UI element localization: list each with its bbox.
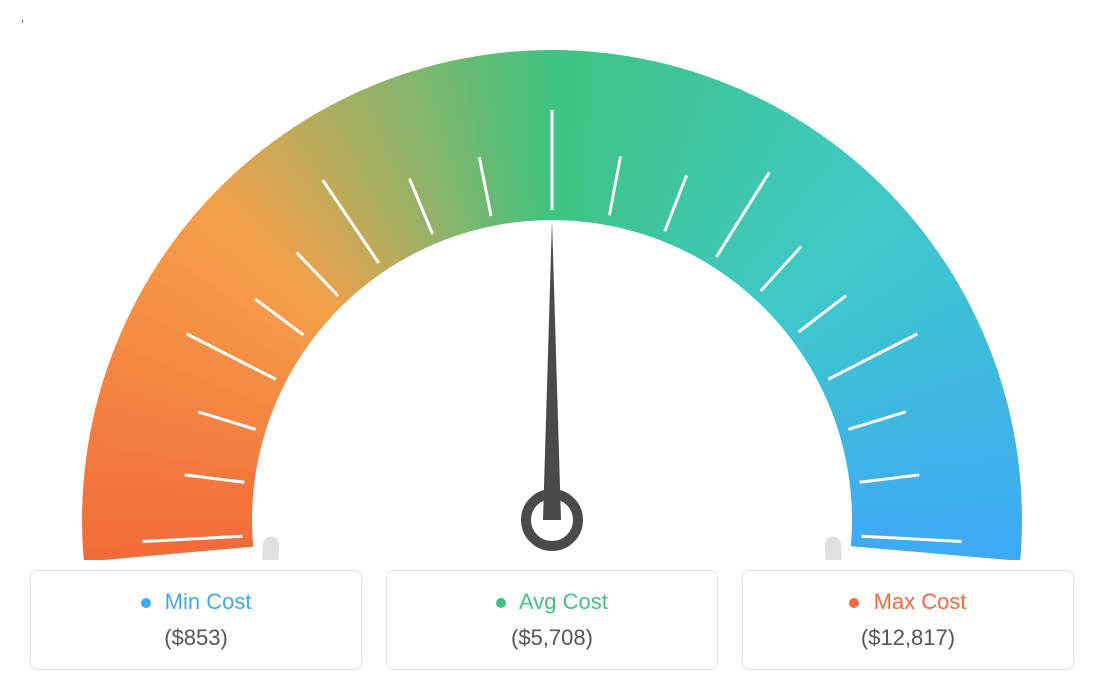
gauge-tick-label: $12,817 — [22, 20, 62, 25]
legend-value-min: ($853) — [31, 625, 361, 651]
legend-label-max-text: Max Cost — [874, 589, 967, 614]
legend-label-min-text: Min Cost — [165, 589, 252, 614]
legend-value-max: ($12,817) — [743, 625, 1073, 651]
legend-label-max: Max Cost — [743, 589, 1073, 615]
legend-item-avg: Avg Cost ($5,708) — [386, 570, 718, 670]
legend-label-avg-text: Avg Cost — [519, 589, 608, 614]
dot-avg — [496, 598, 506, 608]
cost-gauge: $853$2,067$3,281$5,708$8,078$10,448$12,8… — [22, 20, 1082, 560]
legend-label-avg: Avg Cost — [387, 589, 717, 615]
gauge-labels: $853$2,067$3,281$5,708$8,078$10,448$12,8… — [22, 20, 62, 25]
legend-label-min: Min Cost — [31, 589, 361, 615]
dot-max — [849, 598, 859, 608]
legend-item-max: Max Cost ($12,817) — [742, 570, 1074, 670]
dot-min — [141, 598, 151, 608]
legend: Min Cost ($853) Avg Cost ($5,708) Max Co… — [30, 570, 1074, 670]
legend-value-avg: ($5,708) — [387, 625, 717, 651]
legend-item-min: Min Cost ($853) — [30, 570, 362, 670]
gauge-needle — [543, 220, 561, 520]
